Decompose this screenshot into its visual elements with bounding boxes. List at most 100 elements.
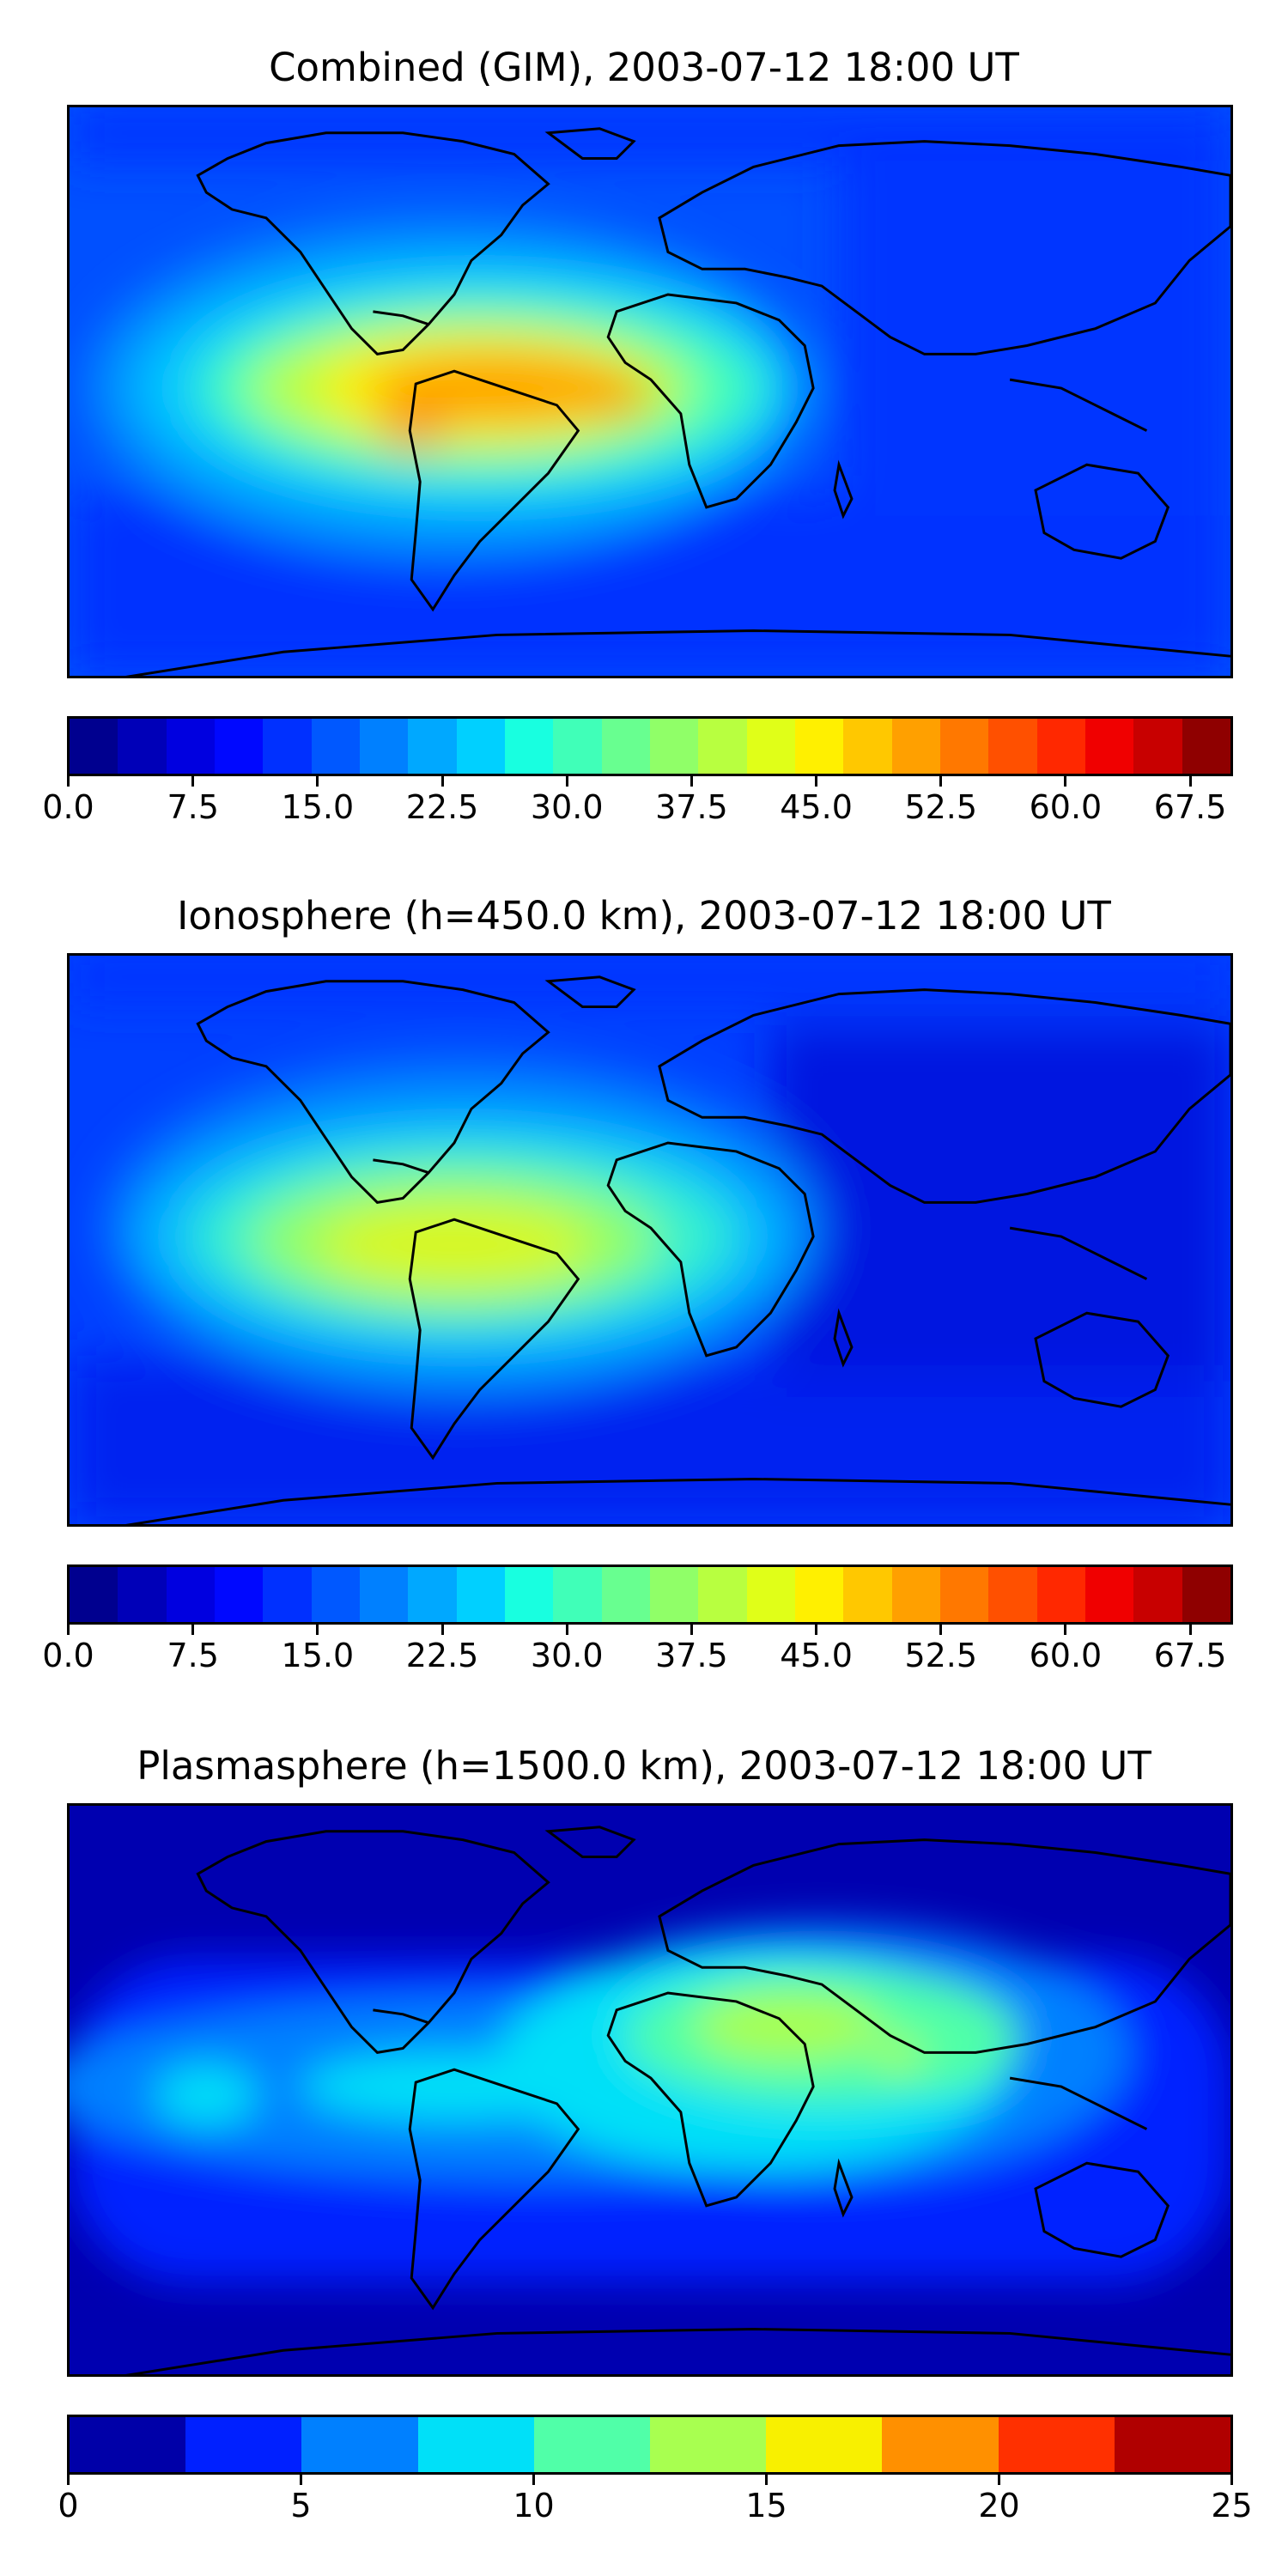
colorbar-tick <box>690 776 693 787</box>
colorbar-tick <box>316 1625 319 1635</box>
colorbar-tick-label: 7.5 <box>167 788 219 826</box>
colorbar-segment <box>649 719 699 774</box>
colorbar-tick-label: 5 <box>290 2487 312 2524</box>
colorbar-tick <box>440 776 444 787</box>
colorbar-segment <box>1036 719 1085 774</box>
colorbar-segment <box>311 1567 360 1622</box>
colorbar-tick-label: 22.5 <box>405 788 479 826</box>
colorbar-segment <box>650 2417 767 2472</box>
colorbar-tick-label: 7.5 <box>167 1637 219 1674</box>
colorbar-tick-label: 60.0 <box>1029 788 1103 826</box>
colorbar-segment <box>601 1567 650 1622</box>
colorbar-tick-label: 30.0 <box>530 788 604 826</box>
plasmasphere-colorbar <box>67 2415 1233 2475</box>
colorbar-segment <box>843 719 892 774</box>
colorbar-segment <box>698 1567 747 1622</box>
colorbar-segment <box>301 2417 418 2472</box>
colorbar-tick-label: 0 <box>58 2487 79 2524</box>
colorbar-tick <box>440 1625 444 1635</box>
colorbar-segment <box>649 1567 699 1622</box>
colorbar-segment <box>185 2417 302 2472</box>
colorbar-segment <box>70 1567 118 1622</box>
colorbar-segment <box>553 719 602 774</box>
colorbar-segment <box>766 2417 883 2472</box>
panel-3-title: Plasmasphere (h=1500.0 km), 2003-07-12 1… <box>137 1743 1151 1789</box>
colorbar-tick <box>1188 776 1192 787</box>
colorbar-segment <box>1133 1567 1182 1622</box>
colorbar-tick-label: 52.5 <box>904 1637 978 1674</box>
colorbar-tick <box>1064 1625 1067 1635</box>
colorbar-tick-label: 67.5 <box>1153 788 1227 826</box>
panel-2-title: Ionosphere (h=450.0 km), 2003-07-12 18:0… <box>177 893 1111 939</box>
colorbar-segment <box>263 1567 312 1622</box>
colorbar-segment <box>843 1567 892 1622</box>
colorbar-segment <box>794 1567 844 1622</box>
colorbar-tick <box>67 776 70 787</box>
colorbar-tick <box>532 2475 535 2485</box>
colorbar-segment <box>698 719 747 774</box>
colorbar-segment <box>891 719 940 774</box>
colorbar-segment <box>417 2417 534 2472</box>
colorbar-segment <box>408 719 457 774</box>
colorbar-tick-label: 25 <box>1211 2487 1253 2524</box>
colorbar-segment <box>988 1567 1037 1622</box>
colorbar-segment <box>118 719 167 774</box>
colorbar-segment <box>311 719 360 774</box>
colorbar-tick <box>998 2475 1000 2485</box>
colorbar-segment <box>1036 1567 1085 1622</box>
colorbar-tick-label: 0.0 <box>42 788 94 826</box>
ionosphere-tec-map <box>67 953 1233 1527</box>
colorbar-segment <box>746 719 795 774</box>
colorbar-segment <box>1182 719 1230 774</box>
combined-tec-map <box>67 105 1233 678</box>
colorbar-segment <box>359 719 409 774</box>
colorbar-tick-label: 67.5 <box>1153 1637 1227 1674</box>
colorbar-tick-label: 0.0 <box>42 1637 94 1674</box>
colorbar-tick <box>316 776 319 787</box>
colorbar-tick-label: 37.5 <box>655 1637 728 1674</box>
colorbar-tick <box>67 2475 70 2485</box>
colorbar-segment <box>1084 1567 1134 1622</box>
colorbar-tick <box>1188 1625 1192 1635</box>
plasmasphere-tec-map <box>67 1803 1233 2377</box>
combined-colorbar-ticks: 0.0 7.5 15.0 22.5 30.0 37.5 45.0 52.5 60.0 67.5 <box>42 776 1233 828</box>
colorbar-tick <box>565 776 568 787</box>
colorbar-tick <box>67 1625 70 1635</box>
colorbar-segment <box>746 1567 795 1622</box>
colorbar-segment <box>166 1567 215 1622</box>
colorbar-segment <box>118 1567 167 1622</box>
colorbar-segment <box>601 719 650 774</box>
colorbar-segment <box>70 2417 186 2472</box>
colorbar-tick <box>815 776 818 787</box>
colorbar-tick <box>300 2475 302 2485</box>
colorbar-segment <box>504 719 554 774</box>
colorbar-segment <box>1182 1567 1230 1622</box>
colorbar-tick <box>1064 776 1067 787</box>
colorbar-segment <box>998 2417 1115 2472</box>
colorbar-tick-label: 52.5 <box>904 788 978 826</box>
colorbar-tick-label: 10 <box>513 2487 555 2524</box>
colorbar-tick-label: 15 <box>745 2487 787 2524</box>
colorbar-tick-label: 20 <box>978 2487 1020 2524</box>
combined-colorbar <box>67 716 1233 776</box>
colorbar-segment <box>408 1567 457 1622</box>
colorbar-tick-label: 22.5 <box>405 1637 479 1674</box>
colorbar-tick <box>939 1625 943 1635</box>
colorbar-segment <box>939 1567 989 1622</box>
colorbar-segment <box>794 719 844 774</box>
colorbar-tick <box>191 1625 195 1635</box>
colorbar-tick <box>191 776 195 787</box>
colorbar-tick-label: 30.0 <box>530 1637 604 1674</box>
colorbar-segment <box>214 719 264 774</box>
colorbar-segment <box>359 1567 409 1622</box>
colorbar-segment <box>882 2417 999 2472</box>
colorbar-tick <box>765 2475 768 2485</box>
colorbar-segment <box>263 719 312 774</box>
colorbar-segment <box>166 719 215 774</box>
plasmasphere-colorbar-ticks: 0 5 10 15 20 25 <box>58 2475 1253 2526</box>
colorbar-tick-label: 15.0 <box>281 1637 355 1674</box>
colorbar-segment <box>214 1567 264 1622</box>
colorbar-segment <box>456 719 505 774</box>
colorbar-segment <box>988 719 1037 774</box>
colorbar-segment <box>939 719 989 774</box>
